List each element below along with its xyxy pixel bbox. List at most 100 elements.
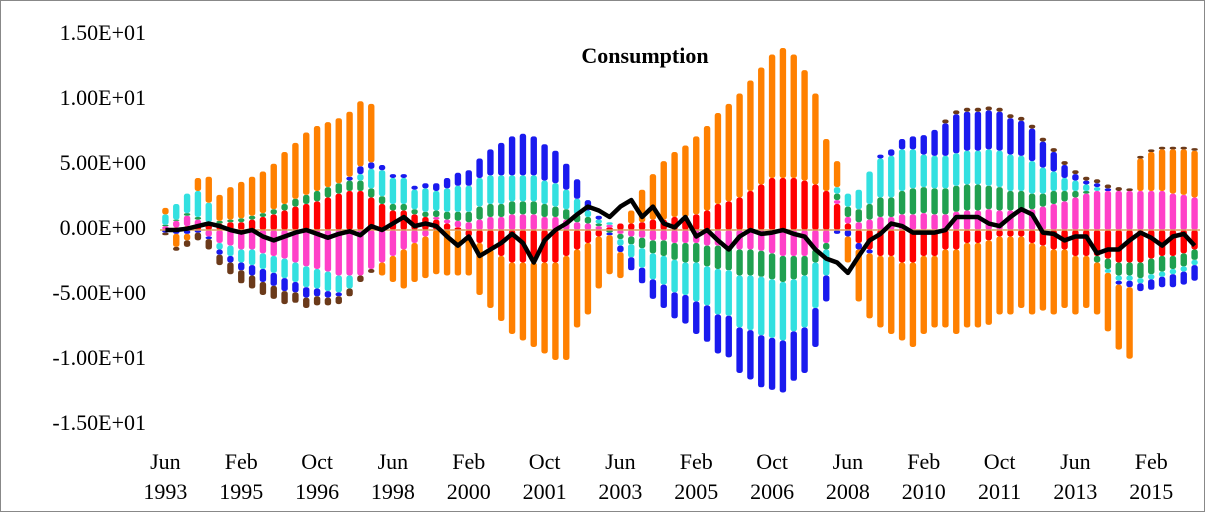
bar-segment bbox=[833, 187, 841, 194]
bar-segment bbox=[628, 236, 635, 245]
x-tick-label: Feb 2015 bbox=[1129, 449, 1174, 504]
bar-segment bbox=[1180, 146, 1187, 150]
bar-segment bbox=[768, 230, 776, 254]
bar-segment bbox=[1007, 114, 1014, 119]
bar-segment bbox=[1104, 188, 1112, 191]
bar-segment bbox=[292, 292, 299, 303]
bar-segment bbox=[1137, 283, 1144, 292]
bar-segment bbox=[476, 206, 483, 220]
bar-segment bbox=[1072, 191, 1079, 198]
bar-segment bbox=[1083, 256, 1090, 308]
bar-segment bbox=[931, 230, 938, 256]
bar-segment bbox=[682, 145, 689, 217]
bar-segment bbox=[595, 226, 602, 230]
y-tick-label: 1.00E+01 bbox=[60, 85, 146, 110]
bar-segment bbox=[649, 253, 657, 280]
bar-segment bbox=[844, 223, 852, 230]
bar-segment bbox=[606, 222, 613, 225]
bar-segment bbox=[1104, 269, 1112, 273]
bar-segment bbox=[519, 262, 527, 341]
bar-segment bbox=[238, 218, 245, 223]
bar-segment bbox=[1126, 191, 1133, 230]
bar-segment bbox=[411, 189, 418, 210]
bar-segment bbox=[931, 155, 938, 189]
bar-segment bbox=[1148, 279, 1155, 290]
bar-segment bbox=[1148, 258, 1155, 275]
bar-segment bbox=[443, 178, 451, 189]
bar-segment bbox=[313, 201, 321, 230]
bar-segment bbox=[216, 243, 223, 250]
bar-segment bbox=[303, 230, 310, 267]
bar-segment bbox=[1180, 253, 1187, 267]
bar-segment bbox=[238, 270, 245, 284]
bar-segment bbox=[1169, 274, 1177, 288]
bar-segment bbox=[877, 256, 884, 328]
bar-segment bbox=[194, 232, 202, 241]
bar-segment bbox=[563, 163, 570, 190]
bar-segment bbox=[931, 129, 938, 156]
bar-segment bbox=[378, 196, 386, 204]
bar-segment bbox=[1039, 193, 1047, 207]
bar-segment bbox=[552, 262, 559, 360]
bar-segment bbox=[725, 103, 732, 202]
bar-segment bbox=[1007, 191, 1014, 211]
bar-segment bbox=[682, 295, 689, 324]
bar-segment bbox=[248, 230, 256, 250]
bar-segment bbox=[671, 243, 678, 260]
bar-segment bbox=[1148, 274, 1155, 280]
bar-segment bbox=[411, 185, 418, 190]
bar-segment bbox=[779, 178, 787, 230]
bar-segment bbox=[1191, 259, 1198, 266]
bar-segment bbox=[963, 210, 971, 230]
bar-segment bbox=[227, 262, 234, 275]
bar-segment bbox=[563, 189, 570, 210]
bar-segment bbox=[877, 217, 884, 230]
bar-segment bbox=[888, 230, 895, 256]
bar-segment bbox=[1158, 191, 1166, 230]
bar-segment bbox=[227, 245, 234, 256]
bar-segment bbox=[270, 256, 277, 273]
bar-segment bbox=[1158, 256, 1166, 272]
bar-segment bbox=[378, 262, 386, 276]
bar-segment bbox=[454, 211, 462, 221]
bar-segment bbox=[541, 204, 548, 217]
bar-segment bbox=[216, 254, 223, 266]
bar-segment bbox=[768, 279, 776, 338]
bar-segment bbox=[953, 110, 960, 115]
bar-segment bbox=[833, 200, 841, 204]
bar-segment bbox=[953, 153, 960, 186]
bar-segment bbox=[465, 236, 472, 276]
bar-segment bbox=[671, 230, 678, 243]
bar-segment bbox=[487, 175, 494, 204]
bar-segment bbox=[1126, 280, 1133, 288]
x-tick-label: Jun 1993 bbox=[143, 449, 188, 504]
bar-segment bbox=[768, 253, 776, 280]
bar-segment bbox=[833, 161, 841, 188]
bar-segment bbox=[238, 181, 245, 219]
bar-segment bbox=[617, 230, 624, 234]
bar-segment bbox=[162, 224, 169, 227]
bar-segment bbox=[303, 194, 310, 204]
bar-segment bbox=[541, 262, 548, 354]
bar-segment bbox=[1169, 269, 1177, 275]
bar-segment bbox=[1061, 191, 1068, 202]
line-series bbox=[165, 197, 1197, 276]
x-tick-label: Oct 2001 bbox=[522, 449, 567, 504]
bar-segment bbox=[422, 236, 429, 279]
bar-segment bbox=[389, 204, 397, 211]
bar-segment bbox=[888, 256, 895, 334]
x-tick-label: Oct 2006 bbox=[750, 449, 795, 504]
bar-segment bbox=[335, 183, 342, 194]
bar-segment bbox=[205, 230, 212, 237]
bar-segment bbox=[1148, 191, 1155, 230]
bar-segment bbox=[368, 103, 375, 163]
bar-segment bbox=[866, 171, 873, 204]
bar-segment bbox=[855, 230, 862, 243]
bar-segment bbox=[270, 272, 277, 286]
bar-segment bbox=[1050, 171, 1057, 191]
bar-segment bbox=[1148, 152, 1155, 191]
bar-segment bbox=[779, 256, 787, 282]
bar-segment bbox=[920, 230, 927, 256]
bar-segment bbox=[628, 230, 635, 237]
